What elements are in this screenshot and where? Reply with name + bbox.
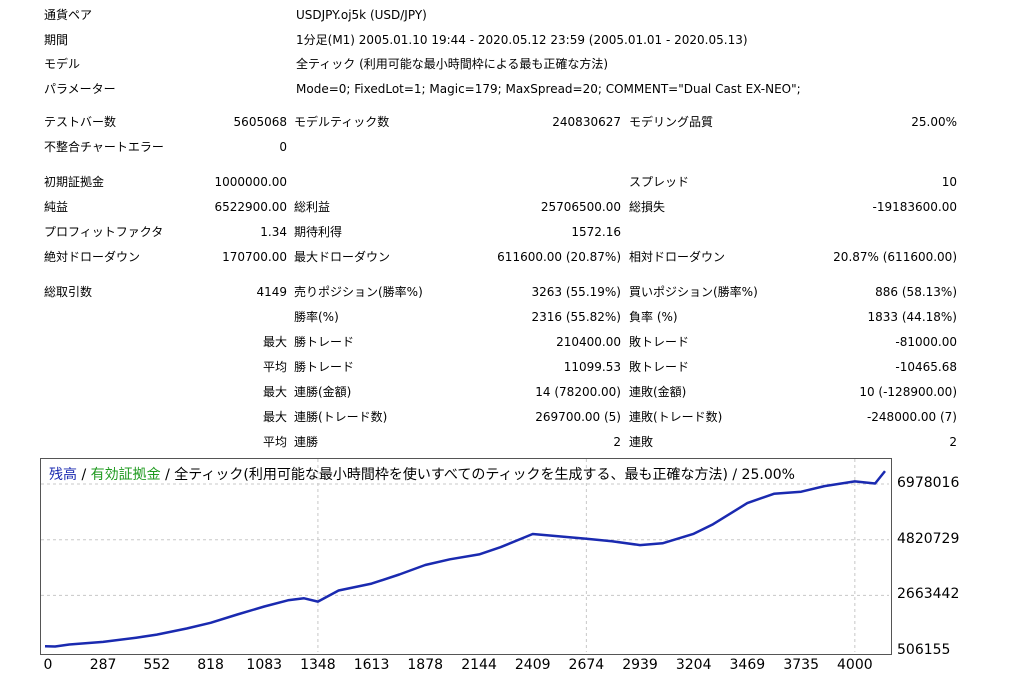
short-positions-label: 売りポジション(勝率%) [294,285,423,299]
gross-loss-label: 総損失 [629,200,666,214]
net-profit-value: 6522900.00 [214,200,287,214]
abs-drawdown-label: 絶対ドローダウン [44,250,141,264]
x-tick-label: 1613 [353,657,390,673]
max-consec-count-prefix: 最大 [263,410,288,424]
net-profit-label: 純益 [44,200,69,214]
modelling-quality-label: モデリング品質 [629,115,714,129]
y-tick-label: 6978016 [897,475,960,492]
x-tick-label: 1083 [246,657,283,673]
parameters-label: パラメーター [44,82,116,96]
avg-consec-wins-label: 連勝 [294,435,319,449]
max-consec-losses-money-label: 連敗(金額) [629,385,687,399]
largest-profit-label: 勝トレード [294,335,355,349]
modelling-quality-value: 25.00% [911,115,957,129]
short-positions-value: 3263 (55.19%) [531,285,621,299]
parameters-value: Mode=0; FixedLot=1; Magic=179; MaxSpread… [296,82,801,96]
abs-drawdown-value: 170700.00 [222,250,287,264]
avg-consec-wins-value: 2 [613,435,621,449]
y-tick-label: 2663442 [897,586,960,603]
max-consec-prefix: 最大 [263,385,288,399]
x-tick-label: 2144 [461,657,497,673]
max-drawdown-value: 611600.00 (20.87%) [497,250,621,264]
long-positions-label: 買いポジション(勝率%) [629,285,758,299]
model-label: モデル [44,57,81,71]
loss-rate-label: 負率 (%) [629,310,678,324]
max-consec-wins-money-value: 14 (78200.00) [535,385,621,399]
x-tick-label: 4000 [837,657,873,673]
mismatched-errors-label: 不整合チャートエラー [44,140,164,154]
chart-title-equity: 有効証拠金 [90,467,161,483]
x-tick-label: 2674 [568,657,605,673]
max-consec-wins-money-label: 連勝(金額) [294,385,352,399]
model-value: 全ティック (利用可能な最小時間枠による最も正確な方法) [296,57,609,71]
bars-tested-label: テストバー数 [44,115,117,129]
long-positions-value: 886 (58.13%) [875,285,957,299]
expected-payoff-value: 1572.16 [571,225,621,239]
x-tick-label: 2409 [514,657,551,673]
rel-drawdown-value: 20.87% (611600.00) [833,250,957,264]
largest-prefix: 最大 [263,335,288,349]
ticks-modelled-label: モデルティック数 [294,115,390,129]
win-rate-value: 2316 (55.82%) [531,310,621,324]
largest-loss-label: 敗トレード [629,335,690,349]
x-tick-label: 0 [43,657,53,673]
x-tick-label: 1348 [300,657,336,673]
total-trades-value: 4149 [256,285,287,299]
avg-loss-label: 敗トレード [629,360,690,374]
mismatched-errors-value: 0 [279,140,287,154]
rel-drawdown-label: 相対ドローダウン [629,250,726,264]
x-tick-label: 1878 [407,657,444,673]
largest-profit-value: 210400.00 [556,335,621,349]
chart-title-sep: / [77,467,91,483]
loss-rate-value: 1833 (44.18%) [867,310,957,324]
x-tick-label: 818 [197,657,224,673]
chart-title-rest: / 全ティック(利用可能な最小時間枠を使いすべてのティックを生成する、最も正確な… [160,467,795,483]
max-consec-profit-count-value: 269700.00 (5) [535,410,621,424]
expected-payoff-label: 期待利得 [294,225,343,239]
currency-pair-label: 通貨ペア [44,8,93,22]
avg-consec-prefix: 平均 [263,435,288,449]
period-value: 1分足(M1) 2005.01.10 19:44 - 2020.05.12 23… [296,33,748,47]
largest-loss-value: -81000.00 [895,335,957,349]
avg-loss-value: -10465.68 [895,360,957,374]
max-consec-loss-count-label: 連敗(トレード数) [629,410,723,424]
profit-factor-label: プロフィットファクタ [44,225,164,239]
x-tick-label: 552 [143,657,171,673]
y-tick-label: 4820729 [897,530,960,547]
gross-profit-value: 25706500.00 [540,200,621,214]
x-tick-label: 3735 [783,657,819,673]
max-drawdown-label: 最大ドローダウン [294,250,391,264]
avg-consec-losses-label: 連敗 [629,435,654,449]
x-tick-label: 3204 [675,657,712,673]
gross-loss-value: -19183600.00 [872,200,958,214]
max-consec-profit-count-label: 連勝(トレード数) [294,410,388,424]
avg-profit-value: 11099.53 [563,360,621,374]
period-label: 期間 [44,33,69,47]
initial-deposit-label: 初期証拠金 [44,175,105,189]
y-tick-label: 506155 [897,642,951,658]
x-tick-label: 2939 [622,657,658,673]
chart-title-balance: 残高 [49,467,77,483]
profit-factor-value: 1.34 [260,225,287,239]
spread-label: スプレッド [629,175,690,189]
x-tick-label: 287 [89,657,117,673]
win-rate-label: 勝率(%) [294,310,339,324]
max-consec-losses-money-value: 10 (-128900.00) [859,385,957,399]
currency-pair-value: USDJPY.oj5k (USD/JPY) [296,8,427,22]
chart-title: 残高 / 有効証拠金 / 全ティック(利用可能な最小時間枠を使いすべてのティック… [49,464,795,484]
avg-profit-label: 勝トレード [294,360,355,374]
initial-deposit-value: 1000000.00 [214,175,287,189]
avg-consec-losses-value: 2 [949,435,957,449]
x-tick-label: 3469 [729,657,766,673]
max-consec-loss-count-value: -248000.00 (7) [866,410,957,424]
balance-series-line [44,470,886,648]
bars-tested-value: 5605068 [233,115,287,129]
average-prefix: 平均 [263,360,288,374]
spread-value: 10 [941,175,957,189]
gross-profit-label: 総利益 [294,200,331,214]
total-trades-label: 総取引数 [44,285,93,299]
ticks-modelled-value: 240830627 [552,115,621,129]
